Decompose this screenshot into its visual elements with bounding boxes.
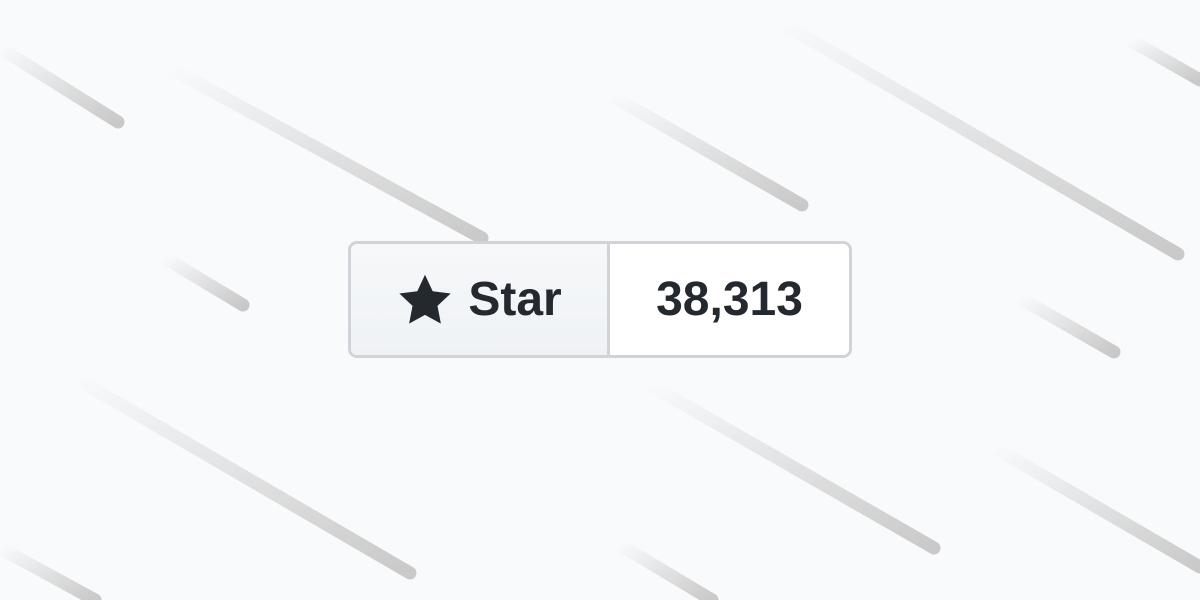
streak [1013, 291, 1121, 359]
streak [0, 41, 125, 129]
streak [158, 251, 250, 312]
streak [1123, 33, 1200, 87]
star-icon [399, 274, 451, 324]
streak [163, 61, 489, 245]
streak [773, 15, 1185, 261]
streak [988, 441, 1200, 574]
streak [643, 378, 941, 555]
streak [605, 89, 809, 212]
streak [613, 538, 719, 600]
star-widget: Star 38,313 [348, 241, 852, 358]
streak [0, 541, 102, 600]
star-button-label: Star [468, 273, 562, 326]
star-button[interactable]: Star [351, 244, 610, 355]
streak [68, 371, 417, 580]
star-count[interactable]: 38,313 [610, 244, 849, 355]
